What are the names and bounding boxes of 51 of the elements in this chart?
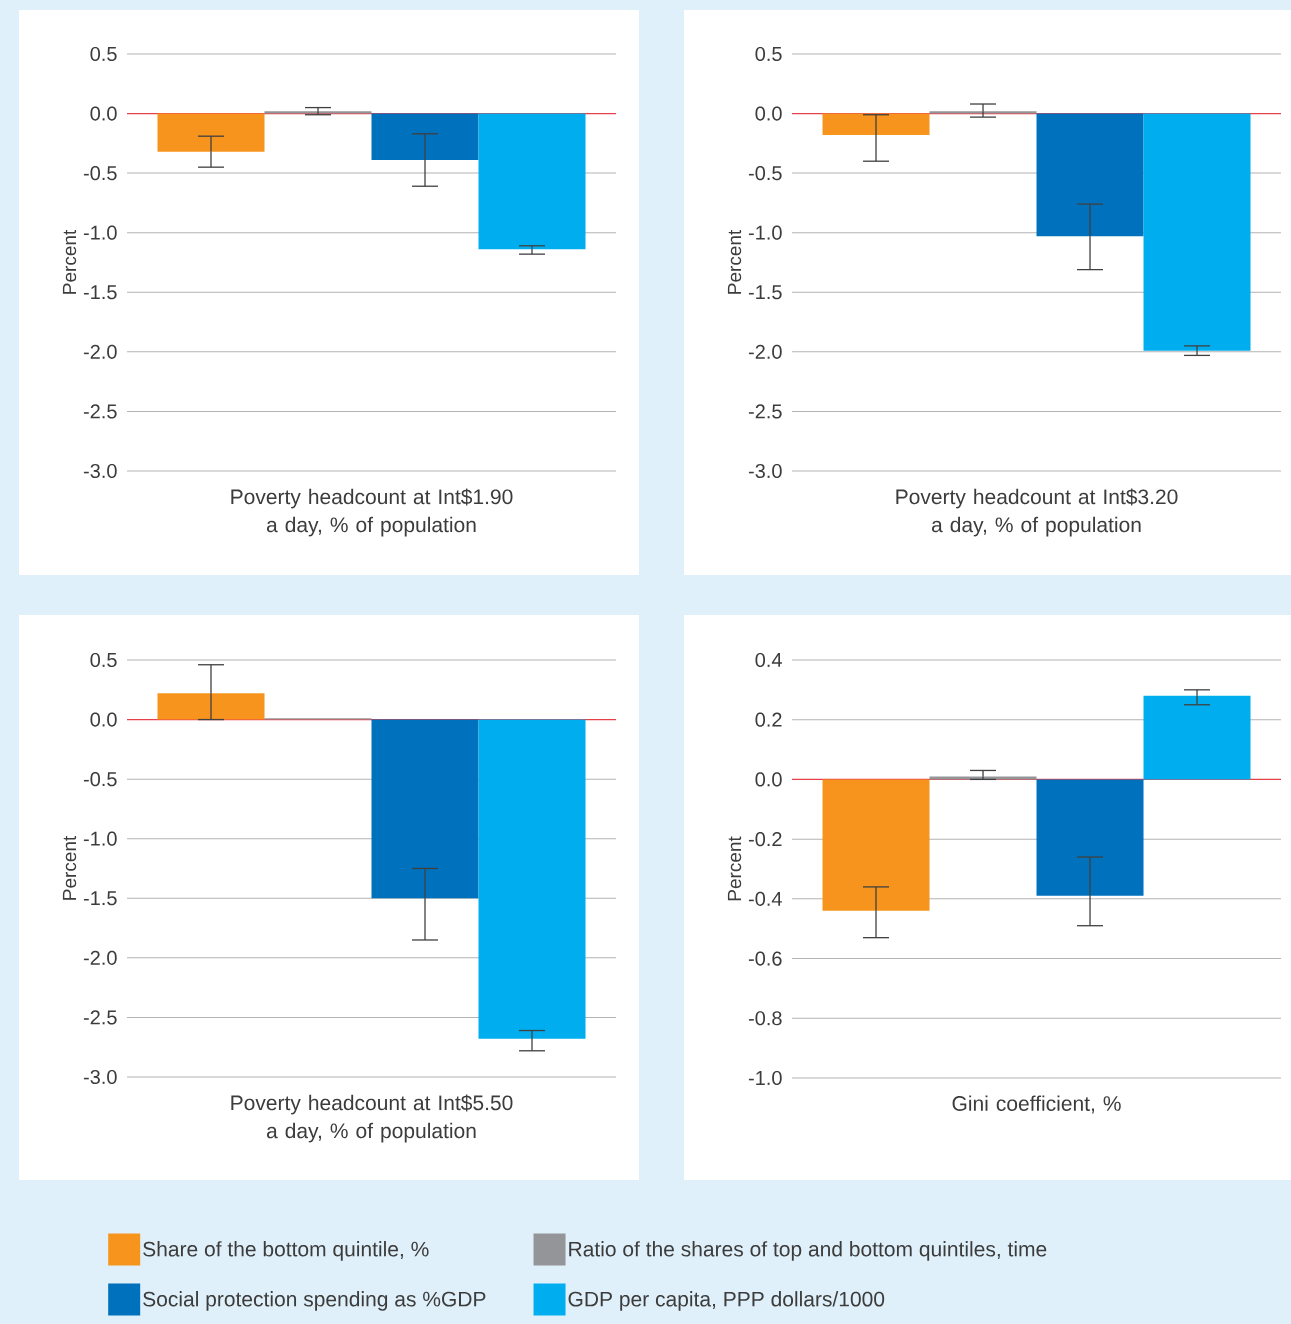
y-axis-title: Percent: [62, 835, 77, 900]
bar: [1143, 695, 1251, 780]
x-tick-label: Poverty headcount at Int$1.90 a day, % of population: [231, 488, 513, 537]
x-tick-label: Poverty headcount at Int$5.50 a day, % of population: [231, 1094, 513, 1143]
y-tick-label: -3.0: [83, 1069, 117, 1085]
bar: [929, 776, 1037, 780]
y-tick-label: -1.0: [748, 225, 782, 240]
y-tick-label: -2.5: [83, 1010, 117, 1025]
y-tick-label: 0.0: [755, 106, 782, 121]
bar: [478, 719, 586, 1039]
legend-label: Share of the bottom quintile, %: [143, 1241, 429, 1261]
y-tick-label: -0.5: [748, 166, 782, 181]
y-tick-label: -0.6: [748, 951, 782, 966]
y-tick-label: -1.0: [83, 831, 117, 846]
y-tick-label: -2.0: [748, 344, 782, 359]
y-tick-label: -1.0: [83, 225, 117, 240]
y-tick-label: -2.0: [83, 344, 117, 359]
y-tick-label: -2.5: [748, 404, 782, 419]
y-tick-label: -0.5: [83, 772, 117, 787]
y-tick-label: 0.2: [755, 712, 782, 727]
bar: [157, 693, 265, 720]
y-tick-label: -0.8: [748, 1011, 782, 1026]
bar: [822, 779, 930, 911]
y-tick-label: -3.0: [83, 463, 117, 479]
y-tick-label: 0.0: [755, 772, 782, 787]
y-tick-label: -0.2: [748, 832, 782, 847]
bar: [371, 719, 479, 899]
y-tick-label: 0.4: [755, 652, 782, 668]
y-tick-label: 0.5: [755, 46, 782, 62]
y-tick-label: -0.4: [748, 891, 782, 906]
y-axis-title: Percent: [62, 229, 77, 294]
y-tick-label: -1.0: [748, 1070, 782, 1086]
y-axis-title: Percent: [727, 836, 742, 901]
y-tick-label: 0.0: [90, 712, 117, 727]
x-tick-label: Gini coefficient, %: [952, 1095, 1121, 1114]
y-tick-label: -1.5: [83, 891, 117, 906]
y-tick-label: 0.5: [90, 652, 117, 668]
y-tick-label: 0.5: [90, 46, 117, 62]
legend-label: Social protection spending as %GDP: [143, 1291, 486, 1311]
x-tick-label: Poverty headcount at Int$3.20 a day, % of population: [896, 488, 1178, 537]
y-tick-label: -2.5: [83, 404, 117, 419]
y-tick-label: 0.0: [90, 106, 117, 121]
y-tick-label: -2.0: [83, 950, 117, 965]
y-axis-title: Percent: [727, 229, 742, 294]
legend-label: GDP per capita, PPP dollars/1000: [568, 1291, 885, 1311]
y-tick-label: -0.5: [83, 166, 117, 181]
bar: [1036, 779, 1144, 896]
legend-label: Ratio of the shares of top and bottom quintiles, time: [569, 1241, 1047, 1261]
y-tick-label: -1.5: [748, 285, 782, 300]
y-tick-label: -1.5: [83, 285, 117, 300]
y-tick-label: -3.0: [748, 463, 782, 479]
